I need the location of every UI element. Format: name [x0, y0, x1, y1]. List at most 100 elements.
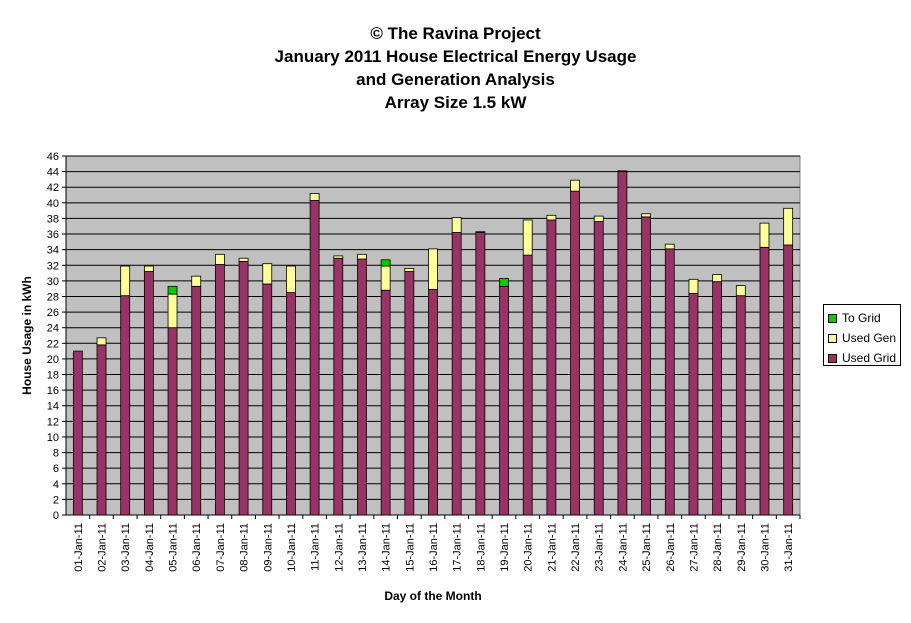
x-tick-label: 02-Jan-11: [97, 523, 109, 572]
bar-used-gen: [712, 274, 723, 283]
bar-used-gen: [404, 267, 415, 272]
bar-used-grid: [215, 264, 225, 516]
x-tick-label: 17-Jan-11: [452, 523, 464, 572]
x-tick-label: 25-Jan-11: [641, 523, 653, 572]
y-tick-label: 38: [47, 213, 59, 225]
bar-used-gen: [215, 253, 225, 265]
bar-used-grid: [522, 254, 533, 516]
bar-used-gen: [759, 222, 770, 248]
x-tick-label: 23-Jan-11: [594, 523, 606, 572]
y-tick-label: 22: [47, 338, 59, 350]
x-tick-label: 09-Jan-11: [262, 523, 274, 572]
y-tick-label: 44: [47, 167, 59, 179]
bar-used-gen: [357, 253, 367, 260]
legend-item-to-grid: To Grid: [828, 308, 900, 328]
x-tick-label: 08-Jan-11: [239, 523, 251, 572]
bar-used-gen: [735, 285, 746, 297]
chart-title: © The Ravina Project January 2011 House …: [0, 22, 911, 114]
bar-used-grid: [96, 344, 107, 516]
y-tick-label: 26: [47, 307, 59, 319]
y-tick-label: 24: [47, 323, 59, 335]
bar-used-gen: [783, 207, 794, 246]
legend: To Grid Used Gen Used Grid: [823, 304, 901, 366]
chart-title-line-2: January 2011 House Electrical Energy Usa…: [274, 47, 637, 66]
x-tick-label: 20-Jan-11: [523, 523, 535, 572]
bar-used-gen: [96, 337, 107, 346]
y-tick-label: 46: [47, 151, 59, 163]
y-tick-label: 28: [47, 291, 59, 303]
x-tick-label: 21-Jan-11: [546, 523, 558, 572]
bar-used-grid: [688, 292, 699, 516]
legend-label-used-grid: Used Grid: [842, 351, 897, 365]
chart-title-line-1: © The Ravina Project: [370, 24, 541, 43]
chart-title-line-3: and Generation Analysis: [356, 70, 555, 89]
x-tick-label: 03-Jan-11: [120, 523, 132, 572]
bar-used-grid: [357, 258, 367, 516]
bar-used-gen: [570, 179, 580, 192]
bar-used-grid: [333, 257, 344, 516]
legend-label-to-grid: To Grid: [842, 311, 881, 325]
bar-used-gen: [191, 275, 202, 287]
bar-used-grid: [712, 281, 723, 516]
bar-used-grid: [499, 285, 509, 516]
x-tick-label: 28-Jan-11: [712, 523, 724, 572]
y-tick-label: 20: [47, 354, 59, 366]
y-tick-label: 10: [47, 432, 59, 444]
bar-used-grid: [641, 216, 651, 516]
bar-used-gen: [475, 231, 486, 233]
bar-used-gen: [120, 265, 131, 297]
x-tick-label: 10-Jan-11: [286, 523, 298, 572]
bar-used-gen: [238, 257, 249, 262]
x-tick-label: 06-Jan-11: [191, 523, 203, 572]
x-tick-label: 24-Jan-11: [617, 523, 629, 572]
bar-used-gen: [593, 215, 604, 222]
bar-used-gen: [428, 248, 438, 290]
x-tick-label: 26-Jan-11: [665, 523, 677, 572]
bar-used-grid: [617, 171, 628, 516]
bar-used-grid: [475, 232, 486, 516]
x-tick-label: 19-Jan-11: [499, 523, 511, 572]
bar-used-grid: [191, 285, 202, 516]
x-tick-label: 27-Jan-11: [688, 523, 700, 572]
bar-used-grid: [451, 232, 462, 516]
legend-swatch-to-grid: [828, 313, 837, 323]
bar-used-gen: [522, 219, 533, 256]
bar-used-gen: [617, 170, 628, 173]
bar-used-grid: [72, 350, 83, 516]
bar-used-gen: [546, 214, 557, 221]
y-tick-label: 30: [47, 276, 59, 288]
y-tick-label: 16: [47, 385, 59, 397]
bar-used-gen: [451, 217, 462, 233]
x-tick-label: 04-Jan-11: [144, 523, 156, 572]
bar-used-gen: [167, 293, 178, 329]
bar-to-grid: [167, 285, 178, 295]
bar-used-gen: [286, 265, 296, 293]
x-tick-label: 31-Jan-11: [783, 523, 795, 572]
x-tick-label: 15-Jan-11: [404, 523, 416, 572]
bar-used-grid: [546, 219, 557, 516]
legend-swatch-used-grid: [828, 353, 837, 363]
x-tick-label: 13-Jan-11: [357, 523, 369, 572]
bar-used-grid: [593, 221, 604, 516]
bar-used-gen: [664, 243, 675, 250]
bar-used-grid: [664, 248, 675, 516]
x-tick-label: 12-Jan-11: [333, 523, 345, 572]
x-tick-label: 01-Jan-11: [73, 523, 85, 572]
legend-item-used-grid: Used Grid: [828, 348, 900, 368]
x-tick-label: 16-Jan-11: [428, 523, 440, 572]
bar-to-grid: [380, 259, 391, 267]
bar-used-gen: [380, 265, 391, 291]
legend-label-used-gen: Used Gen: [842, 331, 897, 345]
bar-used-grid: [262, 283, 273, 516]
x-tick-label: 30-Jan-11: [759, 523, 771, 572]
legend-swatch-used-gen: [828, 333, 837, 343]
bar-used-grid: [309, 200, 320, 516]
bar-used-gen: [309, 193, 320, 201]
bar-used-grid: [759, 246, 770, 516]
y-tick-label: 42: [47, 182, 59, 194]
bar-used-gen: [641, 213, 651, 218]
bar-to-grid: [499, 278, 509, 287]
y-tick-label: 14: [47, 401, 59, 413]
y-tick-label: 6: [53, 463, 59, 475]
